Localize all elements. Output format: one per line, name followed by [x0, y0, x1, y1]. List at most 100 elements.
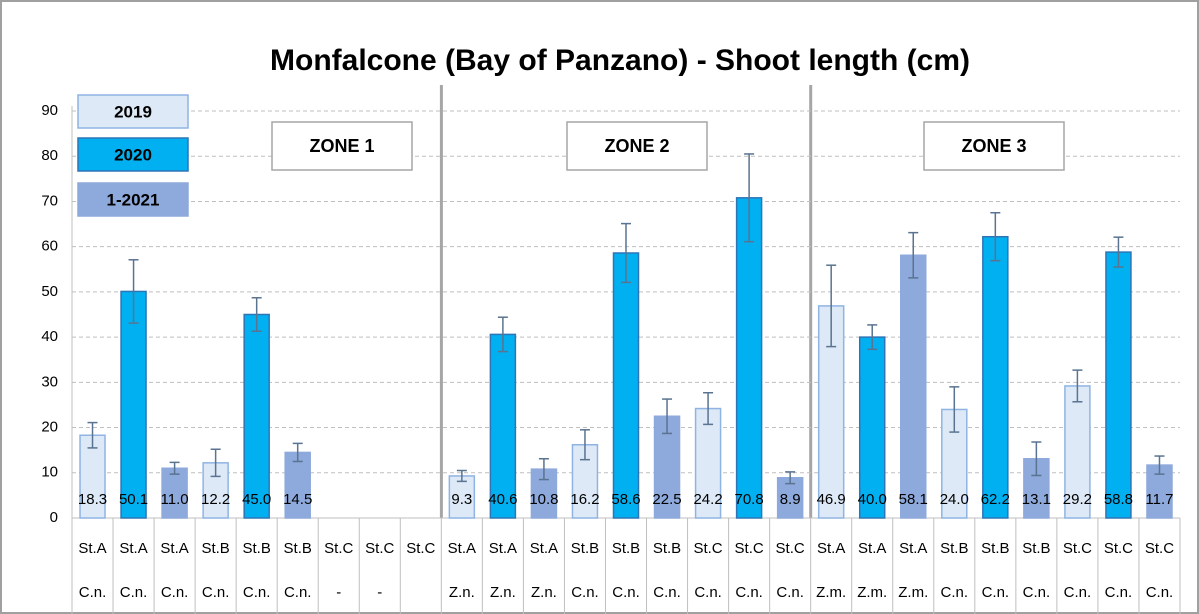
zone-box: [566, 121, 708, 171]
data-label: 70.8: [735, 491, 764, 508]
bar: [817, 305, 845, 519]
bar: [612, 252, 640, 519]
x-tick-label: St.C: [365, 540, 394, 557]
y-tick-label: 70: [41, 192, 58, 209]
x-sub-label: C.n.: [612, 584, 640, 601]
x-sub-label: C.n.: [79, 584, 107, 601]
legend-swatch: [77, 94, 189, 129]
bar: [243, 313, 270, 519]
x-tick-label: St.B: [242, 540, 270, 557]
x-sub-label: C.n.: [694, 584, 722, 601]
bar: [284, 451, 311, 519]
bar: [1105, 251, 1132, 519]
bar: [1064, 385, 1091, 519]
data-label: 29.2: [1063, 491, 1092, 508]
x-tick-label: St.B: [1022, 540, 1050, 557]
data-label: 12.2: [201, 491, 230, 508]
x-sub-label: Z.n.: [490, 584, 516, 601]
y-tick-label: 0: [50, 509, 58, 526]
bar: [900, 254, 927, 519]
x-tick-label: St.B: [940, 540, 968, 557]
x-sub-label: C.n.: [1105, 584, 1133, 601]
y-tick-label: 30: [41, 373, 58, 390]
x-sub-label: C.n.: [653, 584, 681, 601]
x-tick-label: St.C: [776, 540, 805, 557]
x-sub-label: -: [377, 584, 382, 601]
bar: [735, 197, 763, 519]
x-sub-label: C.n.: [202, 584, 230, 601]
x-sub-label: C.n.: [284, 584, 312, 601]
x-sub-label: C.n.: [1023, 584, 1051, 601]
x-tick-label: St.A: [78, 540, 106, 557]
data-label: 50.1: [119, 491, 148, 508]
x-tick-label: St.C: [406, 540, 435, 557]
y-tick-label: 90: [41, 102, 58, 119]
x-tick-label: St.C: [693, 540, 722, 557]
data-label: 16.2: [570, 491, 599, 508]
data-label: 58.1: [899, 491, 928, 508]
x-tick-label: St.C: [735, 540, 764, 557]
y-tick-label: 60: [41, 238, 58, 255]
zone-label: ZONE 2: [604, 136, 669, 156]
x-sub-label: C.n.: [776, 584, 804, 601]
x-tick-label: St.B: [612, 540, 640, 557]
x-sub-label: C.n.: [120, 584, 148, 601]
x-sub-label: Z.m.: [898, 584, 928, 601]
y-tick-label: 20: [41, 419, 58, 436]
data-label: 58.8: [1104, 491, 1133, 508]
data-label: 22.5: [652, 491, 681, 508]
data-label: 40.0: [858, 491, 887, 508]
zone-label: ZONE 3: [961, 136, 1026, 156]
x-tick-label: St.A: [817, 540, 845, 557]
zone-box: [923, 121, 1065, 171]
legend-label: 2019: [114, 102, 152, 121]
data-label: 10.8: [529, 491, 558, 508]
chart-title: Monfalcone (Bay of Panzano) - Shoot leng…: [270, 44, 970, 77]
x-sub-label: -: [336, 584, 341, 601]
x-tick-label: St.C: [1104, 540, 1133, 557]
x-sub-label: Z.m.: [857, 584, 887, 601]
x-tick-label: St.A: [899, 540, 927, 557]
x-sub-label: Z.n.: [531, 584, 557, 601]
data-label: 13.1: [1022, 491, 1051, 508]
data-label: 24.0: [940, 491, 969, 508]
zone-box: [271, 121, 413, 171]
bar: [858, 336, 886, 519]
y-tick-label: 50: [41, 283, 58, 300]
x-sub-label: C.n.: [571, 584, 599, 601]
bar: [161, 467, 188, 519]
data-label: 18.3: [78, 491, 107, 508]
x-sub-label: C.n.: [982, 584, 1010, 601]
y-tick-label: 10: [41, 464, 58, 481]
legend-label: 2020: [114, 145, 152, 164]
x-tick-label: St.B: [571, 540, 599, 557]
x-tick-label: St.A: [489, 540, 517, 557]
x-sub-label: C.n.: [735, 584, 763, 601]
data-label: 11.0: [161, 491, 189, 508]
legend-label: 1-2021: [107, 190, 160, 209]
x-tick-label: St.B: [653, 540, 681, 557]
bar: [120, 290, 147, 519]
x-tick-label: St.A: [119, 540, 147, 557]
y-tick-label: 80: [41, 147, 58, 164]
x-sub-label: C.n.: [1064, 584, 1092, 601]
x-tick-label: St.A: [858, 540, 886, 557]
x-tick-label: St.C: [1063, 540, 1092, 557]
x-sub-label: C.n.: [161, 584, 189, 601]
data-label: 45.0: [242, 491, 271, 508]
data-label: 58.6: [611, 491, 640, 508]
x-sub-label: C.n.: [941, 584, 969, 601]
legend-swatch: [77, 182, 189, 217]
x-sub-label: C.n.: [243, 584, 271, 601]
data-label: 9.3: [451, 491, 472, 508]
bar: [79, 434, 106, 519]
x-tick-label: St.B: [981, 540, 1009, 557]
bar: [489, 333, 517, 519]
y-tick-label: 40: [41, 328, 58, 345]
x-tick-label: St.A: [160, 540, 188, 557]
x-tick-label: St.B: [201, 540, 229, 557]
data-label: 8.9: [780, 491, 801, 508]
x-sub-label: Z.n.: [449, 584, 475, 601]
bar: [982, 235, 1009, 519]
